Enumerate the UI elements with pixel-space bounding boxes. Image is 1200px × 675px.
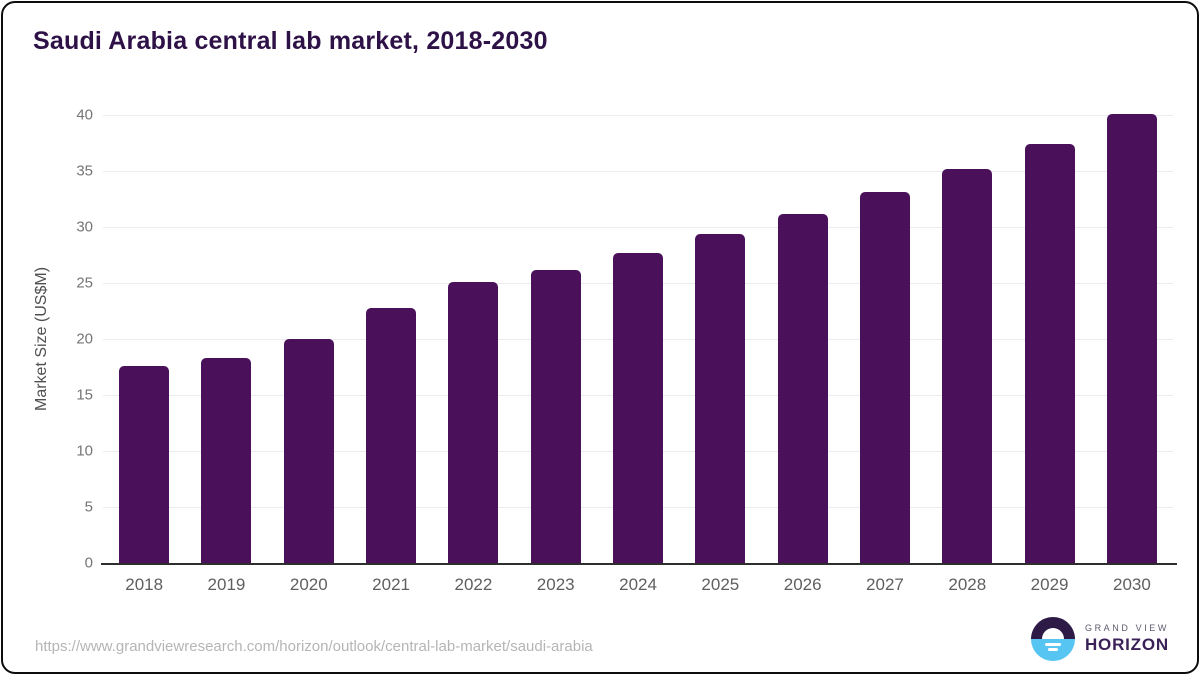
x-tick-label-2026: 2026 [783,575,822,594]
bar-slot-2018 [103,115,185,563]
bar-2019 [201,358,252,563]
bar-2027 [859,192,910,563]
logo-reflection-line [1044,643,1061,646]
bar-2018 [119,365,170,563]
y-tick-label-0: 0 [84,554,93,572]
x-tick-label-2027: 2027 [866,575,904,594]
x-tick-label-2020: 2020 [289,575,328,594]
x-axis-tick-labels: 2018 2019 2020 2021 2022 2023 2024 2025 2026 2027… [103,575,1173,595]
bar-slot-2022 [432,115,514,563]
x-tick-label-2023: 2023 [536,575,575,594]
gridline-40 [103,114,1173,116]
gridline-35 [103,170,1173,172]
bar-slot-2026 [762,115,844,563]
bar-slot-2023 [515,115,597,563]
x-axis-line [101,563,1177,565]
y-tick-label-30: 30 [76,218,93,236]
bar-slot-2025 [679,115,761,563]
bar-2022 [448,281,499,563]
bar-2023 [530,269,581,563]
page-title: Saudi Arabia central lab market, 2018-20… [33,27,548,55]
x-tick-label-2030: 2030 [1112,575,1151,594]
bar-2026 [777,213,828,563]
horizon-sun-icon [1030,617,1075,661]
bar-2030 [1106,113,1157,563]
x-tick-label-2021: 2021 [372,575,410,594]
x-tick-label-2029: 2029 [1030,575,1069,594]
bar-slot-2027 [844,115,926,563]
y-tick-label-5: 5 [84,498,93,516]
y-tick-label-35: 35 [76,162,93,180]
bar-2025 [695,233,746,563]
bar-slot-2024 [597,115,679,563]
logo-sun-arch [1041,628,1064,639]
bar-slot-2019 [185,115,267,563]
y-tick-label-40: 40 [76,106,93,124]
bar-slot-2028 [926,115,1008,563]
y-axis-tick-labels: 0 5 10 15 20 25 30 35 40 [3,108,93,571]
grand-view-horizon-logo: GRAND VIEW HORIZON [1030,617,1169,661]
bar-slot-2020 [268,115,350,563]
x-tick-label-2019: 2019 [207,575,246,594]
bar-2021 [366,307,417,563]
x-tick-label-2022: 2022 [454,575,493,594]
x-tick-label-2028: 2028 [948,575,987,594]
gridline-30 [103,226,1173,228]
y-tick-label-20: 20 [76,330,93,348]
bar-2020 [283,339,334,563]
logo-reflection-line [1047,648,1058,651]
bar-slot-2030 [1091,113,1173,563]
source-url: https://www.grandviewresearch.com/horizo… [35,638,593,655]
x-tick-label-2018: 2018 [125,575,164,594]
bar-slot-2021 [350,115,432,563]
x-tick-label-2024: 2024 [619,575,657,594]
y-tick-label-10: 10 [76,442,93,460]
plot-area [101,113,1177,565]
logo-horizon-label: HORIZON [1084,635,1169,654]
logo-text: GRAND VIEW HORIZON [1085,623,1169,656]
bar-2028 [942,168,993,563]
y-tick-label-25: 25 [76,274,93,292]
bar-2024 [613,252,664,563]
logo-grand-view-label: GRAND VIEW [1084,622,1169,633]
x-tick-label-2025: 2025 [701,575,740,594]
y-tick-label-15: 15 [76,386,93,404]
bar-2029 [1024,144,1075,563]
bar-slot-2029 [1008,115,1090,563]
bars-layer [103,113,1173,563]
